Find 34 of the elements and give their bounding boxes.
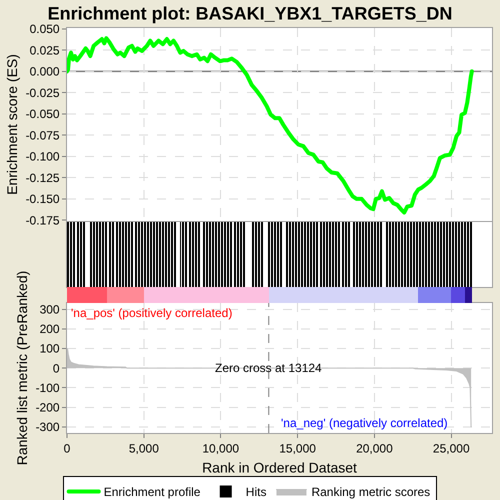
y-tick-label: 100 <box>40 342 60 356</box>
y-axis-title: Enrichment score (ES) <box>4 54 20 195</box>
x-tick-label: 10,000 <box>202 441 240 456</box>
y-tick-label: -0.150 <box>26 192 60 206</box>
x-tick-label: 15,000 <box>279 441 316 456</box>
chart-title: Enrichment plot: BASAKI_YBX1_TARGETS_DN <box>48 3 452 24</box>
x-axis-title: Rank in Ordered Dataset <box>202 460 358 476</box>
x-tick-label: 5,000 <box>128 441 160 456</box>
annotation: 'na_pos' (positively correlated) <box>71 306 232 320</box>
line-series <box>67 36 474 214</box>
y-tick-label: -100 <box>36 380 60 395</box>
y-tick-label: 200 <box>40 322 60 336</box>
y-tick-label: -200 <box>36 400 60 415</box>
y-tick-label: -0.175 <box>26 213 60 228</box>
y-tick-label: 0.050 <box>30 22 60 36</box>
y-tick-label: -0.075 <box>26 128 60 142</box>
y-tick-label: 0.000 <box>30 64 60 79</box>
y-tick-label: 0 <box>52 361 60 376</box>
annotation: 'na_neg' (negatively correlated) <box>281 416 448 430</box>
y-tick-label: -0.050 <box>26 107 60 122</box>
y-tick-label: 300 <box>40 302 60 316</box>
legend-label: Enrichment profile <box>104 485 201 500</box>
y-axis-title: Ranked list metric (PreRanked) <box>14 270 30 466</box>
x-tick-label: 25,000 <box>432 441 470 456</box>
x-tick-label: 20,000 <box>356 441 394 456</box>
legend-label: Hits <box>246 485 266 500</box>
annotation: Zero cross at 13124 <box>215 361 322 375</box>
y-tick-label: -300 <box>36 420 60 434</box>
y-tick-label: -0.100 <box>26 150 60 164</box>
legend-label: Ranking metric scores <box>311 485 430 500</box>
y-tick-label: 0.025 <box>30 43 60 58</box>
y-tick-label: -0.025 <box>26 86 60 100</box>
x-tick-label: 0 <box>64 441 71 456</box>
y-tick-label: -0.125 <box>26 170 60 185</box>
